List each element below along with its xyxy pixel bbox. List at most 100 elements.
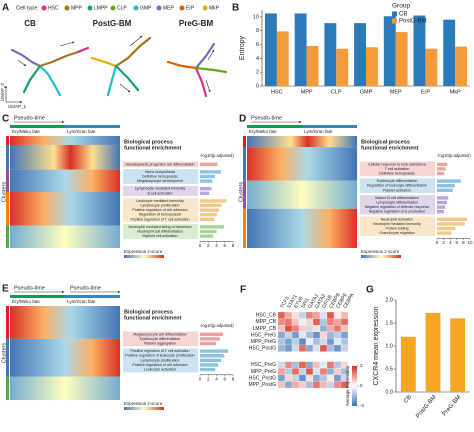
row-label: HSC_PreG	[251, 362, 276, 368]
term-label: Leukocyte activation	[144, 367, 177, 371]
legend-swatch	[41, 5, 47, 11]
enrichment-bar	[437, 210, 444, 214]
zscore-label: Expression z-score	[361, 249, 400, 254]
enrichment-bar	[200, 179, 213, 183]
legend-swatch	[392, 11, 397, 17]
heatmap-cell	[326, 374, 335, 382]
term-label: Negative regulation of IL production	[369, 210, 426, 214]
zscore-colorbar	[124, 407, 164, 410]
fate-bar	[247, 125, 302, 128]
term-box	[123, 185, 198, 197]
heatmap-cell	[319, 361, 328, 369]
pseudo-time-label: Pseudo-time	[251, 115, 282, 121]
x-tick-label: 6	[456, 240, 459, 245]
heatmap-cell	[291, 311, 300, 319]
heatmap-band	[10, 306, 120, 339]
fate-label: Ery/Meko fate	[12, 129, 40, 134]
term-label: Neutrophil mediated immunity	[373, 222, 421, 226]
fate-bar	[10, 125, 65, 128]
bar	[324, 23, 337, 86]
heatmap-cell	[319, 311, 328, 319]
heatmap-cell	[284, 331, 293, 339]
umap-title: PreG-BM	[179, 19, 214, 28]
heatmap-cell	[284, 374, 293, 382]
x-tick-label: MPP	[301, 89, 313, 95]
heatmap-cell	[319, 368, 328, 375]
heatmap-cell	[284, 381, 293, 389]
heatmap-cell	[340, 331, 349, 339]
legend-label: MEP	[163, 5, 175, 11]
heatmap-cell	[284, 368, 293, 375]
panel-label: A	[2, 3, 9, 14]
fate-label: Ery/Meko fate	[249, 129, 277, 134]
heatmap-band	[10, 192, 120, 226]
cluster-bar	[6, 169, 9, 192]
term-label: Regulation of hemopoiesis	[139, 213, 182, 217]
term-box	[123, 161, 198, 168]
umap-axes	[4, 85, 23, 104]
enrichment-bar	[200, 234, 214, 238]
bar	[306, 45, 319, 86]
y-axis-label: CXCR4 mean expression	[373, 306, 380, 385]
x-tick-label: 2	[207, 243, 210, 248]
term-box	[360, 178, 435, 194]
heatmap-cell	[291, 374, 300, 382]
x-tick-label: HSC	[271, 89, 283, 95]
x-tick-label: CLP	[331, 89, 342, 95]
heatmap-cell	[340, 311, 349, 319]
column-label: TCF3	[279, 296, 291, 310]
legend-label: CLP	[117, 5, 127, 11]
cluster-bar	[6, 225, 9, 248]
term-label: Regulation of leukocyte differentiation	[367, 184, 427, 188]
term-label: Lymphocyte proliferation	[140, 203, 179, 207]
term-label: Definitive hemopoiesis	[379, 171, 415, 175]
heatmap-cell	[333, 344, 342, 352]
panel-label: G	[366, 285, 374, 296]
bar	[366, 47, 378, 86]
heatmap-cell	[340, 325, 349, 332]
heatmap-cell	[312, 325, 321, 332]
column-label: ETV6	[293, 296, 305, 310]
x-tick-label: 10	[467, 240, 473, 245]
heatmap-cell	[326, 368, 335, 375]
term-box	[123, 198, 198, 223]
term-label: Definitive hemopoiesis	[142, 174, 178, 178]
heatmap-cell	[291, 368, 300, 375]
enrichment-bar	[200, 363, 219, 367]
x-tick-label: MkP	[450, 89, 461, 95]
enrichment-bar	[200, 229, 217, 234]
cluster-bar	[6, 376, 9, 400]
x-tick-label: 0	[436, 240, 439, 245]
enrichment-bar	[437, 217, 468, 221]
heatmap-band	[10, 144, 120, 170]
heatmap-cell	[284, 361, 293, 369]
heatmap-cell	[284, 325, 293, 332]
y-tick-label: 0	[256, 83, 259, 89]
enrichment-bar	[200, 341, 217, 346]
enrichment-bar	[200, 217, 215, 221]
heatmap-cell	[340, 381, 349, 389]
heatmap-cell	[298, 311, 307, 319]
x-tick-label: 6	[223, 376, 226, 381]
heatmap-cell	[333, 318, 342, 326]
heatmap-cell	[340, 338, 349, 346]
colorbar-tick-label: -2	[360, 403, 364, 408]
heatmap-cell	[326, 381, 335, 389]
legend-title: Group	[392, 3, 410, 10]
fate-label: Ery/Meko fate	[12, 299, 40, 304]
y-tick-label: 0.0	[385, 389, 393, 395]
heatmap-cell	[298, 318, 307, 326]
cluster-bar	[243, 208, 246, 248]
heatmap-band	[10, 169, 120, 192]
clusters-label: Clusters	[1, 182, 7, 202]
term-box	[360, 216, 435, 236]
heatmap-cell	[319, 338, 328, 346]
enrichment-bar	[200, 349, 229, 353]
heatmap-cell	[312, 338, 321, 346]
heatmap-band	[10, 136, 120, 145]
umap-title: PostG-BM	[93, 19, 132, 28]
heatmap-cell	[326, 338, 335, 346]
term-label: Heme biosynthesis	[145, 170, 176, 174]
enrichment-bar	[200, 213, 217, 217]
heatmap-cell	[305, 374, 314, 382]
